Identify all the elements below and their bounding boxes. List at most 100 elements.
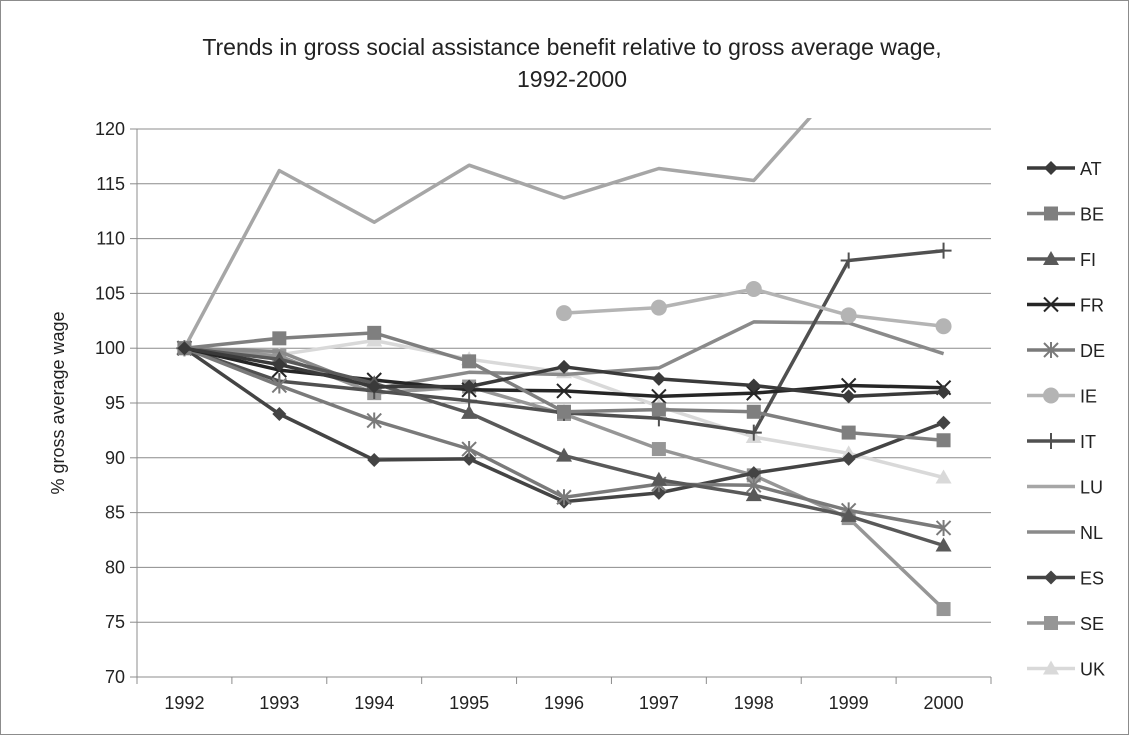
data-point-at (841, 389, 856, 404)
y-tick-label: 120 (95, 119, 125, 139)
legend-swatch-marker (1044, 616, 1058, 630)
series-nl (184, 320, 945, 391)
legend-label: UK (1080, 660, 1105, 680)
legend-item-uk: UK (1027, 660, 1105, 680)
data-point-es (272, 406, 287, 421)
data-point-at (462, 379, 477, 394)
chart-title-line-1: Trends in gross social assistance benefi… (202, 34, 941, 60)
data-point-ie (935, 318, 952, 335)
data-point-se (651, 442, 666, 457)
data-point-at (177, 341, 192, 356)
data-point-de (556, 489, 572, 506)
legend-swatch-marker (1043, 251, 1059, 265)
data-point-at (746, 378, 761, 393)
legend-label: LU (1080, 478, 1103, 498)
data-point-it (745, 424, 762, 441)
y-tick-label: 95 (105, 393, 125, 413)
y-tick-label: 115 (96, 174, 125, 194)
data-point-be (746, 404, 761, 419)
legend-swatch-marker (1043, 296, 1059, 313)
data-point-at (936, 385, 951, 400)
x-tick-label: 1995 (449, 693, 489, 713)
data-point-at (272, 357, 287, 372)
data-point-es (651, 485, 666, 500)
y-axis-label: % gross average wage (48, 311, 68, 494)
series-lines (176, 118, 952, 617)
legend-item-nl: NL (1027, 523, 1103, 543)
data-point-fr (556, 383, 572, 399)
legend-label: ES (1080, 569, 1104, 589)
data-point-be (841, 425, 856, 440)
series-lu (182, 118, 812, 350)
legend-item-fr: FR (1027, 296, 1104, 316)
legend-label: SE (1080, 614, 1104, 634)
data-point-at (367, 379, 382, 394)
data-point-at (557, 359, 571, 374)
y-tick-label: 70 (105, 667, 125, 687)
gridlines (137, 128, 991, 623)
legend-item-be: BE (1027, 205, 1104, 225)
data-point-be (651, 402, 666, 417)
data-point-fr (651, 388, 667, 405)
legend-label: IE (1080, 387, 1097, 407)
data-point-ie (556, 305, 572, 322)
series-be (177, 325, 951, 448)
y-tick-label: 90 (105, 448, 125, 468)
x-tick-label: 1996 (544, 693, 584, 713)
data-point-de (461, 441, 477, 458)
data-point-fr (746, 385, 762, 401)
data-point-de (935, 519, 952, 536)
data-point-fi (650, 471, 667, 486)
data-point-at (651, 371, 666, 386)
data-point-fi (556, 447, 572, 462)
legend-swatch-marker (1044, 161, 1058, 175)
series-de (176, 340, 952, 536)
x-tick-label: 1993 (259, 693, 299, 713)
legend-label: FI (1080, 250, 1096, 270)
data-point-be (272, 331, 287, 346)
x-tick-label: 1999 (829, 693, 869, 713)
legend-swatch-marker (1044, 206, 1058, 221)
series-line-lu (182, 118, 812, 350)
y-tick-label: 105 (95, 283, 125, 303)
legend-item-fi: FI (1027, 250, 1096, 270)
data-point-es (367, 452, 382, 467)
legend-item-es: ES (1027, 569, 1104, 589)
data-point-se (936, 602, 951, 617)
x-tick-label: 1997 (639, 693, 679, 713)
y-tick-label: 85 (105, 503, 125, 523)
legend-item-it: IT (1027, 432, 1096, 452)
chart-title-line-2: 1992-2000 (517, 66, 627, 92)
data-point-es (936, 415, 951, 430)
legend-swatch-marker (1043, 433, 1059, 449)
legend-label: IT (1080, 432, 1096, 452)
series-line-nl (184, 320, 945, 391)
data-point-fr (840, 377, 857, 394)
data-point-fi (935, 537, 952, 552)
data-point-uk (935, 469, 952, 484)
legend-item-lu: LU (1027, 478, 1103, 498)
data-point-ie (745, 281, 762, 298)
data-point-it (935, 242, 952, 259)
data-point-fi (745, 487, 762, 502)
legend-swatch-marker (1043, 660, 1059, 675)
data-point-ie (650, 299, 667, 316)
legend: AT BE FI FR DE IE IT LU NL ES SE UK (1027, 159, 1105, 680)
series-ie (556, 281, 952, 335)
legend-swatch-marker (1043, 387, 1059, 404)
data-point-be (367, 325, 382, 340)
y-tick-label: 80 (105, 557, 125, 577)
data-point-be (557, 404, 571, 419)
x-tick-label: 1992 (164, 693, 204, 713)
data-point-it (840, 252, 857, 269)
legend-item-de: DE (1027, 341, 1105, 361)
legend-swatch-marker (1044, 570, 1058, 585)
legend-label: DE (1080, 341, 1105, 361)
y-tick-label: 110 (96, 229, 125, 249)
legend-label: BE (1080, 205, 1104, 225)
data-point-es (841, 451, 856, 466)
legend-label: AT (1080, 159, 1102, 179)
legend-item-at: AT (1027, 159, 1102, 179)
